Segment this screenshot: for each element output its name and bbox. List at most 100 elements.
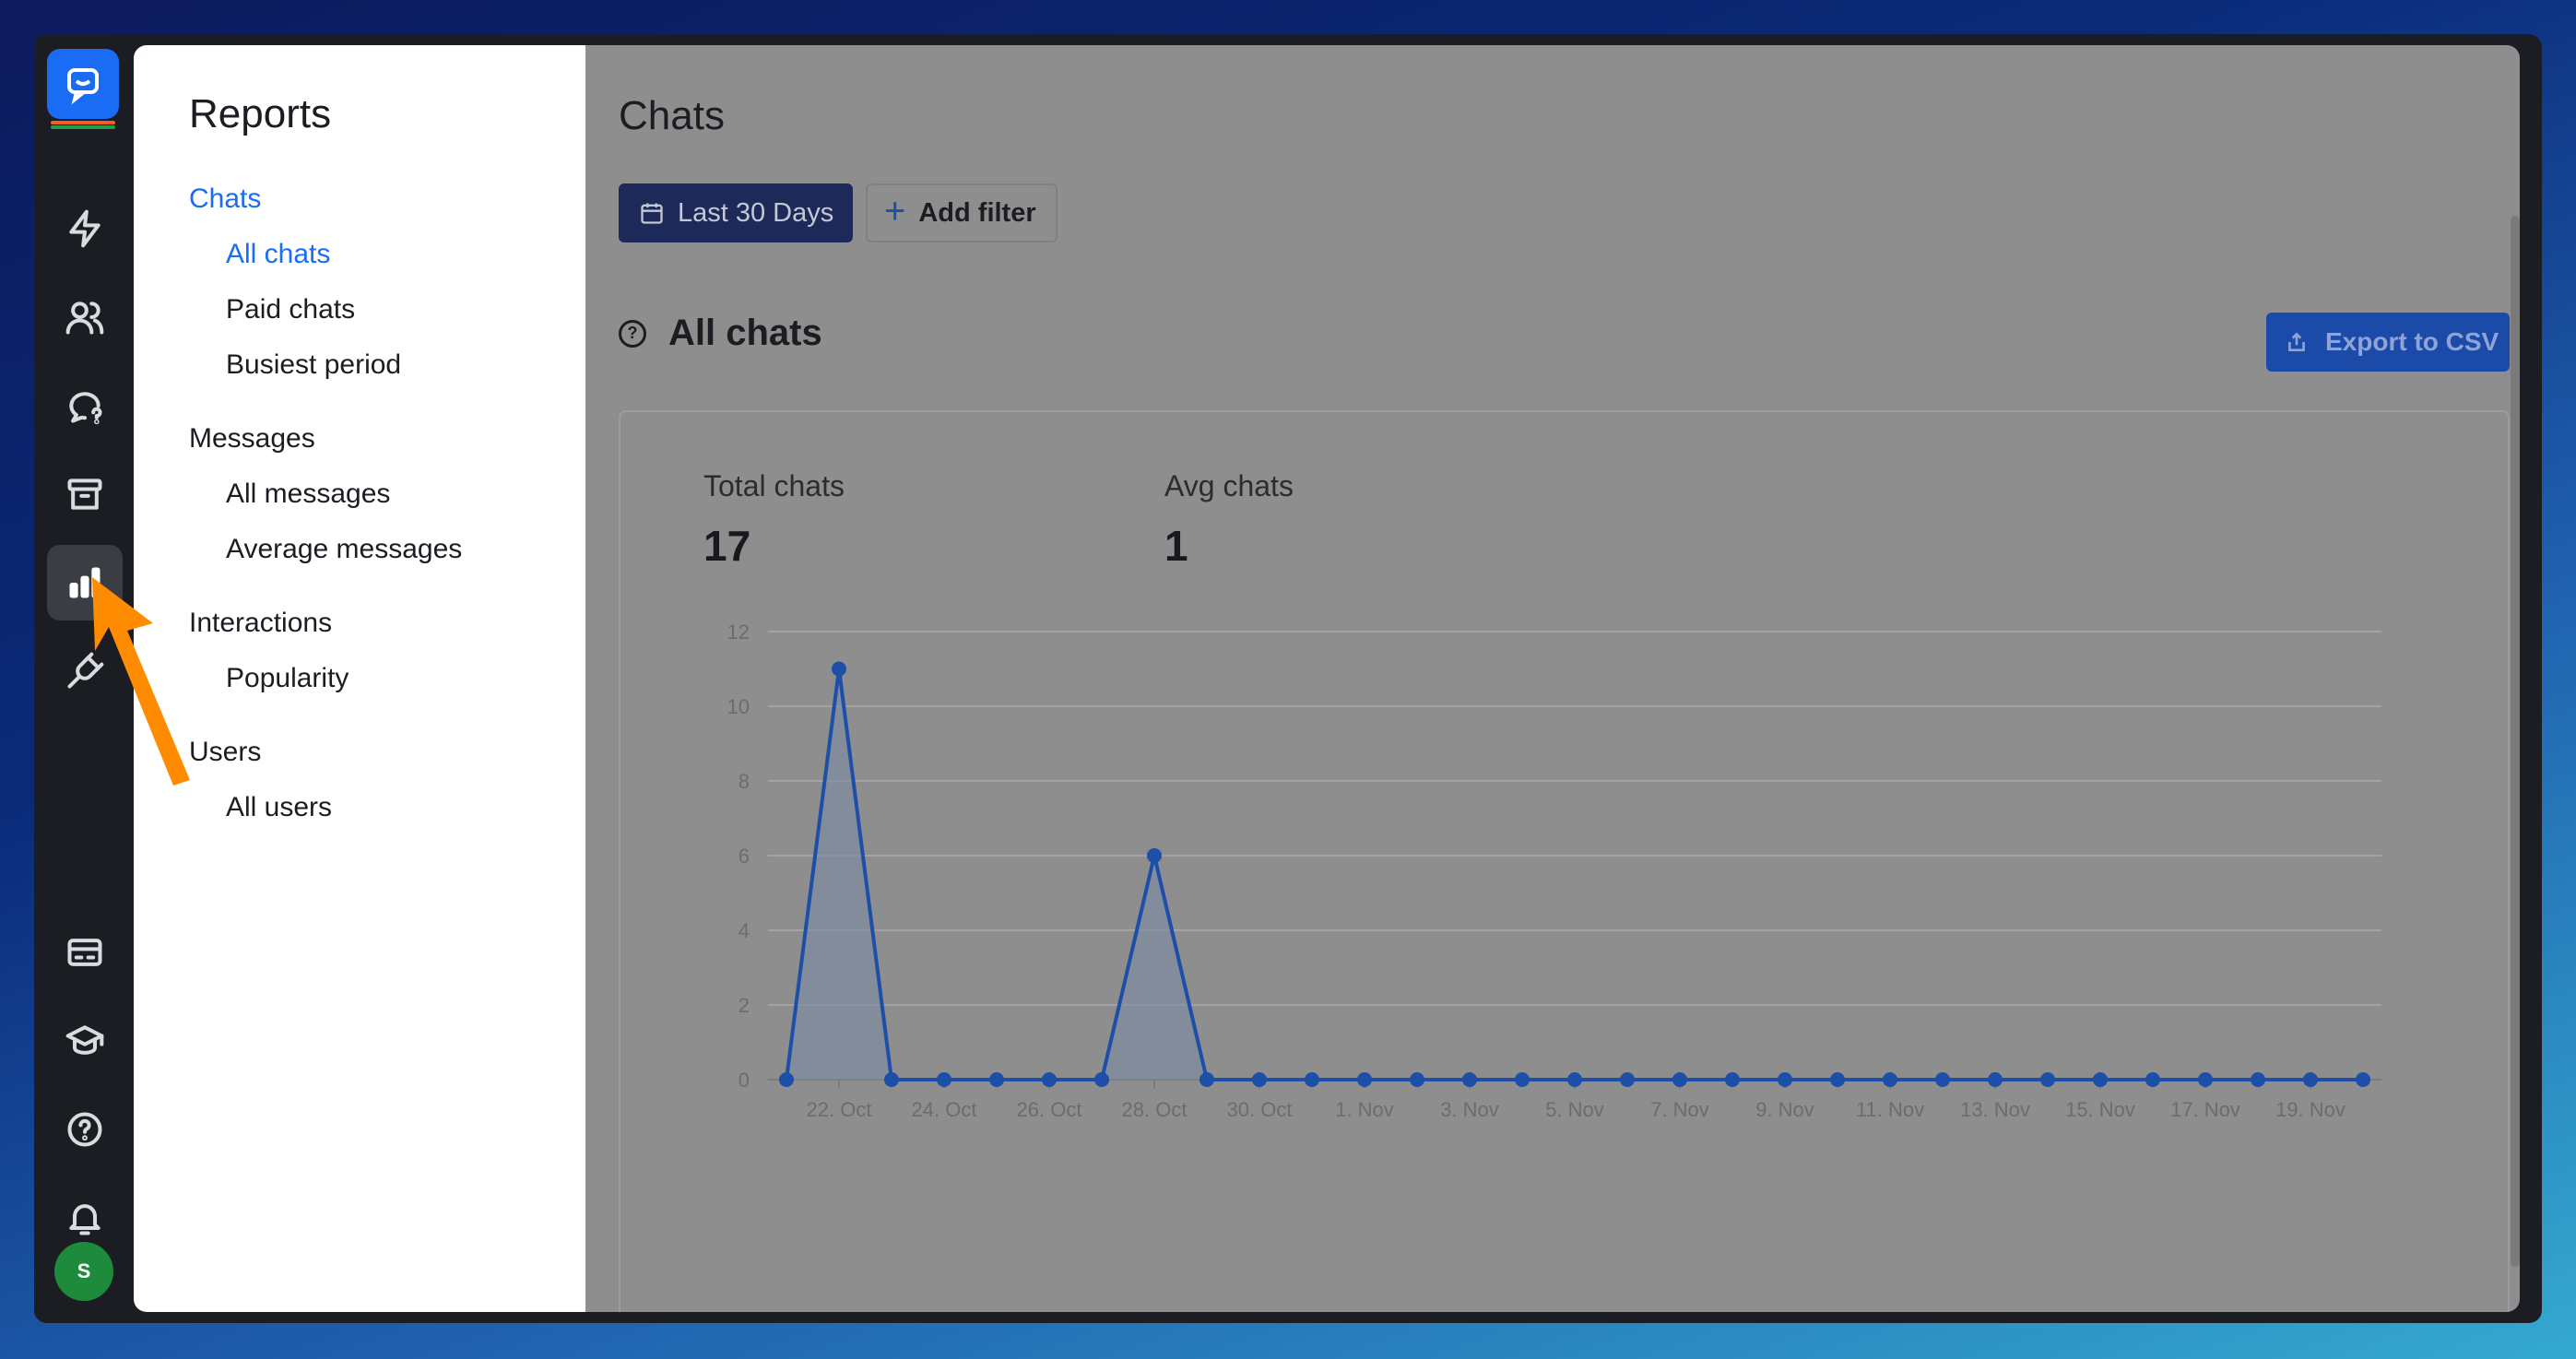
nav-item-paid-chats[interactable]: Paid chats xyxy=(226,294,356,325)
data-point xyxy=(1462,1072,1477,1087)
data-point xyxy=(779,1072,794,1087)
avg-chats-value: 1 xyxy=(1164,522,1188,570)
data-point xyxy=(1830,1072,1845,1087)
nav-group-users[interactable]: Users xyxy=(189,737,262,767)
data-point xyxy=(1778,1072,1792,1087)
chart-card: Total chats 17 Avg chats 1 0 2 4 6 8 10 12 22. … xyxy=(619,410,2510,1312)
add-filter-label: Add filter xyxy=(918,197,1036,228)
y-tick-label: 4 xyxy=(739,919,750,942)
data-point xyxy=(1620,1072,1635,1087)
data-point xyxy=(1305,1072,1319,1087)
export-csv-button[interactable]: Export to CSV xyxy=(2266,313,2510,372)
date-range-label: Last 30 Days xyxy=(678,197,834,228)
data-point xyxy=(1515,1072,1530,1087)
nav-item-busiest-period[interactable]: Busiest period xyxy=(226,349,402,380)
chat-question-icon[interactable] xyxy=(47,368,123,443)
nav-group-interactions[interactable]: Interactions xyxy=(189,608,333,638)
add-filter-button[interactable]: + Add filter xyxy=(866,183,1058,242)
archive-icon[interactable] xyxy=(47,456,123,532)
avatar[interactable]: S xyxy=(54,1242,113,1301)
line-chart: 0 2 4 6 8 10 12 22. Oct 24. Oct 26. Oct 28. Oct 30.… xyxy=(727,620,2381,1121)
data-point xyxy=(2145,1072,2160,1087)
y-tick-label: 0 xyxy=(739,1069,750,1092)
x-tick-label: 22. Oct xyxy=(807,1098,872,1121)
x-tick-label: 17. Nov xyxy=(2170,1098,2240,1121)
data-point xyxy=(1988,1072,2003,1087)
data-point xyxy=(1567,1072,1582,1087)
x-tick-label: 7. Nov xyxy=(1650,1098,1709,1121)
x-tick-label: 30. Oct xyxy=(1227,1098,1293,1121)
section-header: ? All chats xyxy=(619,313,822,354)
help-circle-icon[interactable]: ? xyxy=(619,319,646,348)
y-tick-label: 8 xyxy=(739,770,750,793)
nav-item-all-messages[interactable]: All messages xyxy=(226,479,391,509)
data-point xyxy=(1357,1072,1372,1087)
bell-icon[interactable] xyxy=(47,1180,123,1256)
data-point xyxy=(2251,1072,2265,1087)
x-tick-label: 11. Nov xyxy=(1856,1098,1924,1121)
x-tick-label: 15. Nov xyxy=(2065,1098,2135,1121)
data-point xyxy=(1672,1072,1687,1087)
y-tick-label: 6 xyxy=(739,845,750,868)
main-content: Chats Last 30 Days + Add filter ? All ch… xyxy=(585,45,2520,1312)
series-area xyxy=(786,668,2363,1080)
app-window: S Reports Chats All chats Paid chats Bus… xyxy=(34,34,2542,1323)
page-title: Chats xyxy=(619,93,725,138)
academy-icon[interactable] xyxy=(47,1003,123,1079)
section-title: All chats xyxy=(668,313,822,353)
data-point xyxy=(1147,848,1162,863)
data-point xyxy=(2093,1072,2108,1087)
x-tick-label: 3. Nov xyxy=(1440,1098,1499,1121)
data-point xyxy=(1725,1072,1740,1087)
reports-icon[interactable] xyxy=(47,545,123,620)
reports-sidebar: Reports Chats All chats Paid chats Busie… xyxy=(134,45,585,1312)
data-point xyxy=(832,661,846,677)
nav-group-chats[interactable]: Chats xyxy=(189,183,262,214)
x-tick-label: 5. Nov xyxy=(1545,1098,1604,1121)
data-point xyxy=(1199,1072,1214,1087)
upload-icon xyxy=(2288,332,2305,351)
logo-icon[interactable] xyxy=(47,49,119,132)
data-point xyxy=(2356,1072,2370,1087)
data-point xyxy=(2198,1072,2213,1087)
nav-item-average-messages[interactable]: Average messages xyxy=(226,534,463,564)
data-point xyxy=(1410,1072,1424,1087)
data-point xyxy=(989,1072,1004,1087)
lightning-icon[interactable] xyxy=(47,191,123,266)
data-point xyxy=(2040,1072,2055,1087)
plus-icon: + xyxy=(884,191,906,231)
nav-item-all-users[interactable]: All users xyxy=(226,792,333,822)
export-csv-label: Export to CSV xyxy=(2325,327,2499,356)
x-tick-label: 28. Oct xyxy=(1122,1098,1188,1121)
x-tick-label: 1. Nov xyxy=(1335,1098,1394,1121)
nav-item-all-chats[interactable]: All chats xyxy=(226,239,331,269)
y-tick-label: 12 xyxy=(727,620,750,644)
x-tick-label: 13. Nov xyxy=(1960,1098,2030,1121)
total-chats-value: 17 xyxy=(703,522,751,570)
data-point xyxy=(2303,1072,2318,1087)
billing-icon[interactable] xyxy=(47,915,123,990)
x-tick-label: 24. Oct xyxy=(912,1098,977,1121)
x-tick-label: 26. Oct xyxy=(1017,1098,1082,1121)
date-range-button[interactable]: Last 30 Days xyxy=(619,183,853,242)
data-point xyxy=(1094,1072,1109,1087)
data-point xyxy=(1252,1072,1267,1087)
data-point xyxy=(884,1072,899,1087)
scrollbar[interactable] xyxy=(2511,216,2520,1267)
help-icon[interactable] xyxy=(47,1092,123,1167)
nav-item-popularity[interactable]: Popularity xyxy=(226,663,349,693)
nav-group-messages[interactable]: Messages xyxy=(189,423,315,454)
plug-icon[interactable] xyxy=(47,633,123,709)
data-point xyxy=(1883,1072,1897,1087)
total-chats-label: Total chats xyxy=(703,469,845,502)
y-tick-label: 10 xyxy=(727,695,750,718)
calendar-icon xyxy=(641,203,663,224)
data-point xyxy=(937,1072,951,1087)
series-line xyxy=(785,668,2363,1081)
users-icon[interactable] xyxy=(47,279,123,355)
x-tick-label: 9. Nov xyxy=(1755,1098,1814,1121)
x-tick-label: 19. Nov xyxy=(2275,1098,2346,1121)
data-point xyxy=(1935,1072,1950,1087)
y-tick-label: 2 xyxy=(739,994,750,1017)
avg-chats-label: Avg chats xyxy=(1164,469,1294,502)
